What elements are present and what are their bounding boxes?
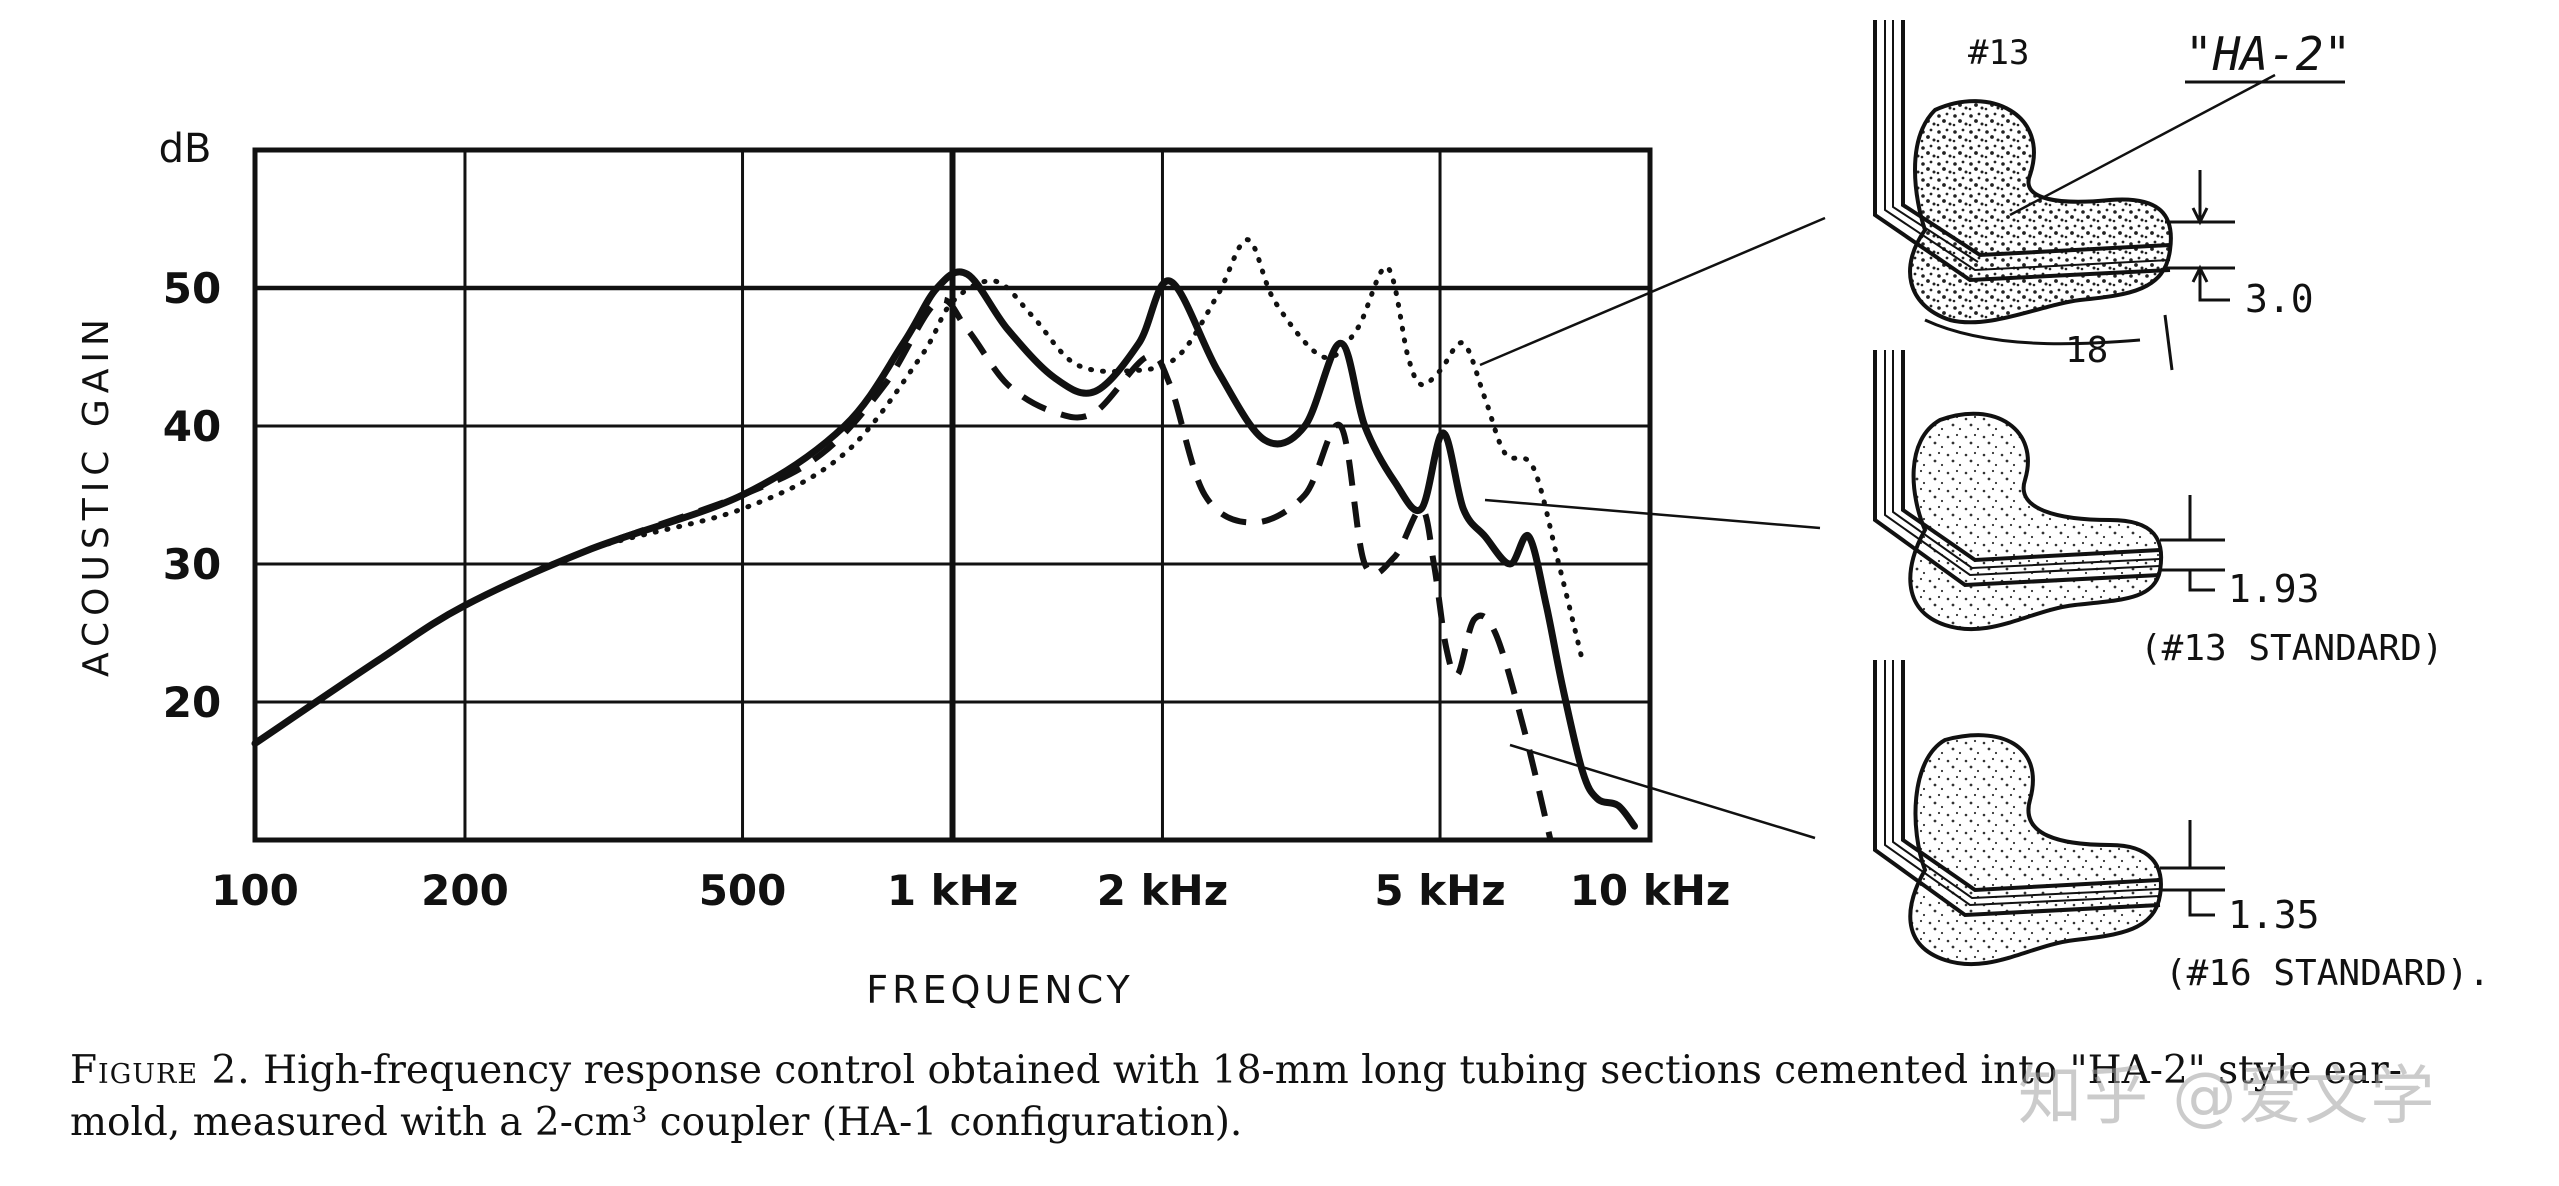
label-ha2: "HA-2" <box>2185 27 2351 81</box>
leader-line-13 <box>1484 498 1821 530</box>
earmold-tube-bot <box>1873 660 2161 918</box>
x-tick-4: 2 kHz <box>1097 866 1228 915</box>
x-tick-0: 100 <box>211 866 299 915</box>
dimension-top <box>2165 170 2235 302</box>
earmold-illustrations: #13 "HA-2" 18 3.0 1.93 (#13 STANDARD) 1.… <box>1479 20 2490 994</box>
earmold-body-top <box>1908 99 2173 325</box>
series-line-solid <box>251 268 1638 830</box>
dimension-mid <box>2160 495 2225 592</box>
y-tick-1: 30 <box>163 540 221 589</box>
figure-caption: Figure 2. High-frequency response contro… <box>70 1045 2450 1149</box>
leader-line-16 <box>1509 743 1816 840</box>
earmold-body-bot <box>1908 733 2163 967</box>
watermark: 知乎 @爱文学 <box>2018 1060 2437 1134</box>
caption-text: High-frequency response control obtained… <box>70 1048 2402 1145</box>
caption-lead: Figure 2. <box>70 1048 251 1093</box>
dim-bot-value: 1.35 <box>2228 893 2320 937</box>
y-tick-labels: 20 30 40 50 <box>163 264 221 727</box>
dim-mid-value: 1.93 <box>2228 567 2320 611</box>
earmold-tube-inner-mid <box>1884 350 2161 577</box>
y-tick-2: 40 <box>163 402 221 451</box>
dimension-length <box>1924 314 2174 371</box>
plot-frame <box>252 147 1653 843</box>
figure-canvas: dB ACOUSTIC GAIN 100 200 500 1 kHz 2 kHz 5 kH… <box>76 20 2490 1012</box>
earmold-16-standard <box>1873 660 2163 967</box>
earmold-13-standard <box>1873 350 2164 632</box>
series-layer <box>251 237 1638 841</box>
vertical-gridlines <box>463 150 1442 840</box>
earmold-ha2 <box>1873 20 2173 325</box>
plot-area <box>251 147 1653 843</box>
x-axis-title: FREQUENCY <box>866 968 1134 1012</box>
y-tick-0: 20 <box>163 678 221 727</box>
x-tick-2: 500 <box>699 866 787 915</box>
x-tick-3: 1 kHz <box>887 866 1018 915</box>
leader-line-ha2 <box>1479 216 1826 367</box>
label-13: #13 <box>1968 33 2029 73</box>
earmold-body-mid <box>1908 411 2164 632</box>
y-tick-3: 50 <box>163 264 221 313</box>
y-axis-title: ACOUSTIC GAIN <box>76 313 117 677</box>
x-tick-labels: 100 200 500 1 kHz 2 kHz 5 kHz 10 kHz <box>211 866 1730 915</box>
earmold-tube-inner-bot <box>1884 660 2161 907</box>
leader-line-ha2-label <box>2009 73 2276 217</box>
dim-mid-note: (#13 STANDARD) <box>2140 628 2443 669</box>
dimension-bot <box>2160 820 2225 917</box>
dim-bot-note: (#16 STANDARD). <box>2165 953 2490 994</box>
x-tick-6: 10 kHz <box>1570 866 1731 915</box>
earmold-tube-inner-top <box>1884 20 2171 272</box>
series-line-dotted <box>252 237 1585 746</box>
dim-top-value: 3.0 <box>2245 277 2314 321</box>
dim-length-value: 18 <box>2065 330 2108 371</box>
x-tick-5: 5 kHz <box>1374 866 1505 915</box>
earmold-tube-mid <box>1873 350 2161 588</box>
horizontal-gridlines <box>255 285 1650 704</box>
earmold-tube-top <box>1873 20 2171 283</box>
y-unit-label: dB <box>159 126 212 172</box>
x-tick-1: 200 <box>421 866 509 915</box>
